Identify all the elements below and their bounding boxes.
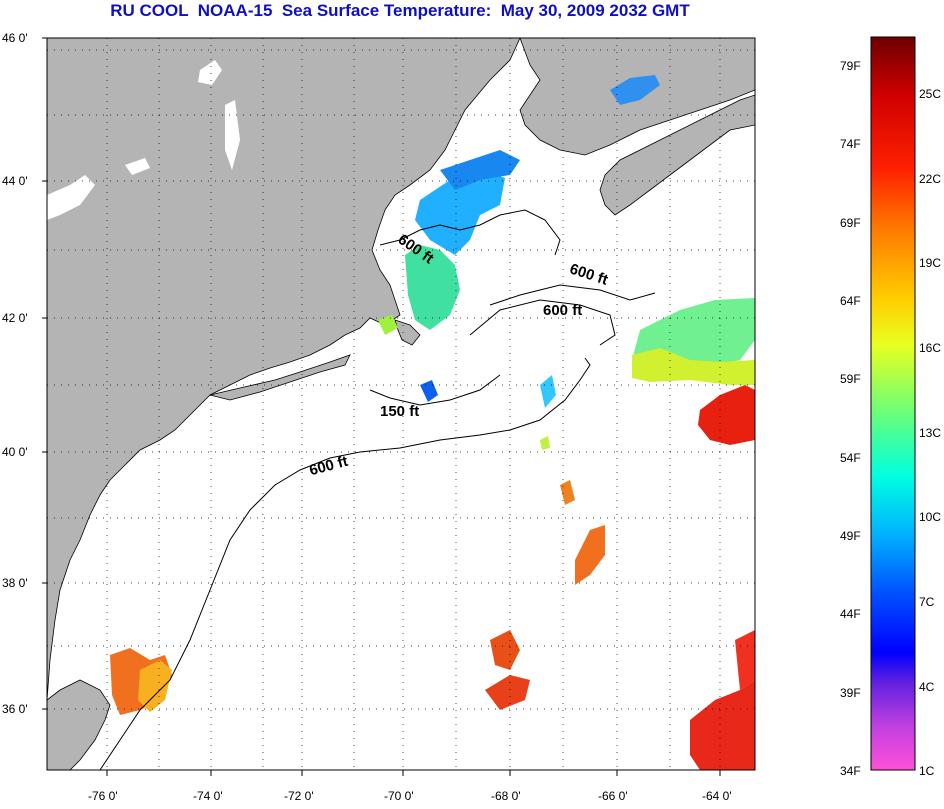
sst-cape-cod-bay: [378, 315, 398, 335]
lake: [125, 158, 150, 175]
colorbar-f-label: 79F: [840, 59, 861, 73]
sst-warm-patch: [490, 630, 520, 670]
colorbar-f-label: 64F: [840, 294, 861, 308]
lake: [225, 100, 240, 170]
sst-gulf-of-maine-cold: [415, 170, 505, 255]
graticule: [47, 38, 755, 770]
map-title: RU COOL NOAA-15 Sea Surface Temperature:…: [110, 1, 690, 20]
colorbar-c-label: 10C: [919, 510, 942, 524]
colorbar-c-label: 4C: [919, 680, 935, 694]
sst-warm-patch: [575, 525, 605, 585]
contour-600ft: [379, 209, 561, 256]
lat-label: 46 0': [2, 31, 28, 45]
colorbar-f-label: 34F: [840, 764, 861, 778]
axis-ticks: [42, 37, 721, 776]
us-coast-landmass: [47, 38, 521, 701]
colorbar-c-label: 16C: [919, 341, 942, 355]
sst-gulfstream-south: [735, 630, 755, 690]
colorbar-c-label: 22C: [919, 172, 942, 186]
lake: [198, 60, 222, 85]
colorbar: [870, 36, 916, 771]
contour-label: 150 ft: [380, 403, 419, 420]
nova-scotia: [599, 94, 755, 216]
sst-wilkinson-basin: [405, 245, 460, 330]
lat-label: 42 0': [2, 311, 28, 325]
delmarva-landmass: [47, 679, 111, 770]
sst-bay-of-fundy: [610, 75, 660, 105]
colorbar-c-label: 7C: [919, 595, 935, 609]
colorbar-c-label: 13C: [919, 426, 942, 440]
lon-label: -74 0': [193, 789, 223, 803]
sst-gulfstream-south: [690, 680, 755, 770]
lat-label: 38 0': [2, 576, 28, 590]
lat-label: 36 0': [2, 702, 28, 716]
long-island: [209, 354, 351, 401]
colorbar-f-label: 69F: [840, 216, 861, 230]
lon-label: -68 0': [491, 789, 521, 803]
contour-150ft: [369, 374, 501, 406]
sst-cold-spot: [420, 380, 438, 402]
sst-warm-patch: [485, 675, 530, 710]
sst-gulfstream-red: [698, 385, 755, 445]
colorbar-c-label: 19C: [919, 256, 942, 270]
colorbar-f-label: 39F: [840, 686, 861, 700]
colorbar-c-label: 25C: [919, 87, 942, 101]
colorbar-f-label: 44F: [840, 607, 861, 621]
cape-cod: [394, 319, 421, 346]
sst-chesapeake-yellow: [138, 660, 172, 712]
lon-label: -76 0': [88, 789, 118, 803]
sst-scotian-yellow: [632, 348, 755, 385]
lon-label: -64 0': [702, 789, 732, 803]
lake: [47, 175, 95, 220]
colorbar-f-label: 74F: [840, 137, 861, 151]
contour-600ft: [99, 357, 591, 770]
contour-label: 600 ft: [543, 302, 582, 319]
lat-label: 40 0': [2, 445, 28, 459]
sst-gulf-of-maine-blue: [440, 150, 520, 190]
lon-label: -70 0': [384, 789, 414, 803]
lon-label: -72 0': [284, 789, 314, 803]
map-frame: [46, 37, 756, 771]
colorbar-f-label: 49F: [840, 529, 861, 543]
contour-600ft: [489, 284, 656, 306]
sst-georges-spot: [540, 375, 556, 408]
sst-small-green: [540, 436, 550, 450]
colorbar-f-label: 54F: [840, 451, 861, 465]
colorbar-c-label: 1C: [919, 764, 935, 778]
contour-600ft: [469, 299, 616, 346]
lat-label: 44 0': [2, 174, 28, 188]
lon-label: -66 0': [598, 789, 628, 803]
sst-warm-patch: [560, 480, 575, 505]
colorbar-f-label: 59F: [840, 372, 861, 386]
